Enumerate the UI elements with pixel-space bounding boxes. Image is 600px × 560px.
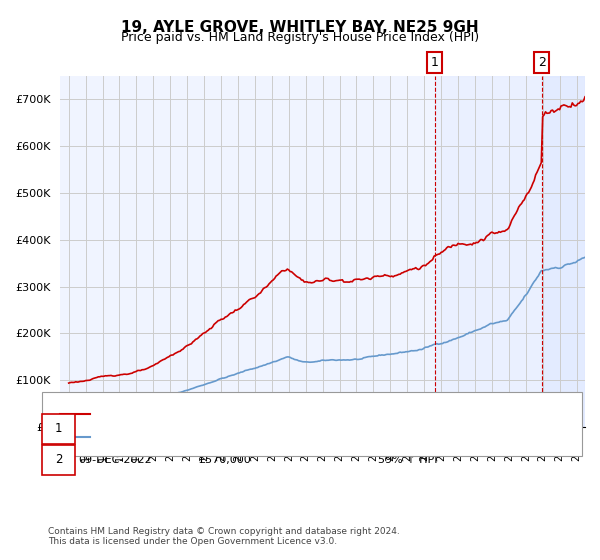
Text: 2: 2 bbox=[538, 56, 545, 69]
Text: 09-DEC-2022: 09-DEC-2022 bbox=[78, 455, 152, 465]
19, AYLE GROVE, WHITLEY BAY, NE25 9GH (detached house) bbox=[449, 242, 456, 249]
Text: 1: 1 bbox=[431, 56, 439, 69]
Text: 19, AYLE GROVE, WHITLEY BAY, NE25 9GH (detached house): 19, AYLE GROVE, WHITLEY BAY, NE25 9GH (d… bbox=[96, 409, 411, 419]
HPI: Average price, detached house, North Tyneside: (2.02e+03, 3.48e+05): Average price, detached house, North Tyn… bbox=[566, 261, 573, 268]
19, AYLE GROVE, WHITLEY BAY, NE25 9GH (detached house) bbox=[315, 278, 322, 284]
19, AYLE GROVE, WHITLEY BAY, NE25 9GH (detached house) bbox=[91, 375, 98, 381]
Text: Contains HM Land Registry data © Crown copyright and database right 2024.
This d: Contains HM Land Registry data © Crown c… bbox=[48, 526, 400, 546]
HPI: Average price, detached house, North Tyneside: (2e+03, 4.91e+04): Average price, detached house, North Tyn… bbox=[91, 401, 98, 408]
Text: £570,000: £570,000 bbox=[198, 455, 251, 465]
Line: 19, AYLE GROVE, WHITLEY BAY, NE25 9GH (detached house): 19, AYLE GROVE, WHITLEY BAY, NE25 9GH (d… bbox=[68, 97, 585, 383]
Bar bbox=[542, 76, 585, 427]
Bar bbox=[434, 76, 585, 427]
HPI: Average price, detached house, North Tyneside: (2e+03, 4.53e+04): Average price, detached house, North Tyn… bbox=[65, 403, 72, 409]
HPI: Average price, detached house, North Tyneside: (2e+03, 4.87e+04): Average price, detached house, North Tyn… bbox=[82, 401, 89, 408]
HPI: Average price, detached house, North Tyneside: (2.01e+03, 1.41e+05): Average price, detached house, North Tyn… bbox=[315, 358, 322, 365]
Text: 15-AUG-2016: 15-AUG-2016 bbox=[78, 424, 152, 434]
HPI: Average price, detached house, North Tyneside: (2.03e+03, 3.63e+05): Average price, detached house, North Tyn… bbox=[581, 254, 589, 260]
Text: HPI: Average price, detached house, North Tyneside: HPI: Average price, detached house, Nort… bbox=[96, 432, 367, 442]
Text: £364,995: £364,995 bbox=[198, 424, 251, 434]
Line: HPI: Average price, detached house, North Tyneside: HPI: Average price, detached house, Nort… bbox=[68, 257, 585, 406]
19, AYLE GROVE, WHITLEY BAY, NE25 9GH (detached house) bbox=[82, 377, 89, 384]
Text: 19, AYLE GROVE, WHITLEY BAY, NE25 9GH: 19, AYLE GROVE, WHITLEY BAY, NE25 9GH bbox=[121, 20, 479, 35]
19, AYLE GROVE, WHITLEY BAY, NE25 9GH (detached house) bbox=[566, 103, 573, 110]
HPI: Average price, detached house, North Tyneside: (2.02e+03, 1.65e+05): Average price, detached house, North Tyn… bbox=[418, 346, 425, 353]
Text: 1: 1 bbox=[55, 422, 62, 436]
Text: 35% ↑ HPI: 35% ↑ HPI bbox=[378, 424, 437, 434]
Text: 2: 2 bbox=[55, 453, 62, 466]
HPI: Average price, detached house, North Tyneside: (2.02e+03, 1.87e+05): Average price, detached house, North Tyn… bbox=[449, 337, 456, 343]
Text: 59% ↑ HPI: 59% ↑ HPI bbox=[378, 455, 437, 465]
19, AYLE GROVE, WHITLEY BAY, NE25 9GH (detached house) bbox=[418, 264, 425, 270]
19, AYLE GROVE, WHITLEY BAY, NE25 9GH (detached house) bbox=[65, 380, 72, 386]
Text: Price paid vs. HM Land Registry's House Price Index (HPI): Price paid vs. HM Land Registry's House … bbox=[121, 31, 479, 44]
19, AYLE GROVE, WHITLEY BAY, NE25 9GH (detached house) bbox=[581, 94, 589, 100]
